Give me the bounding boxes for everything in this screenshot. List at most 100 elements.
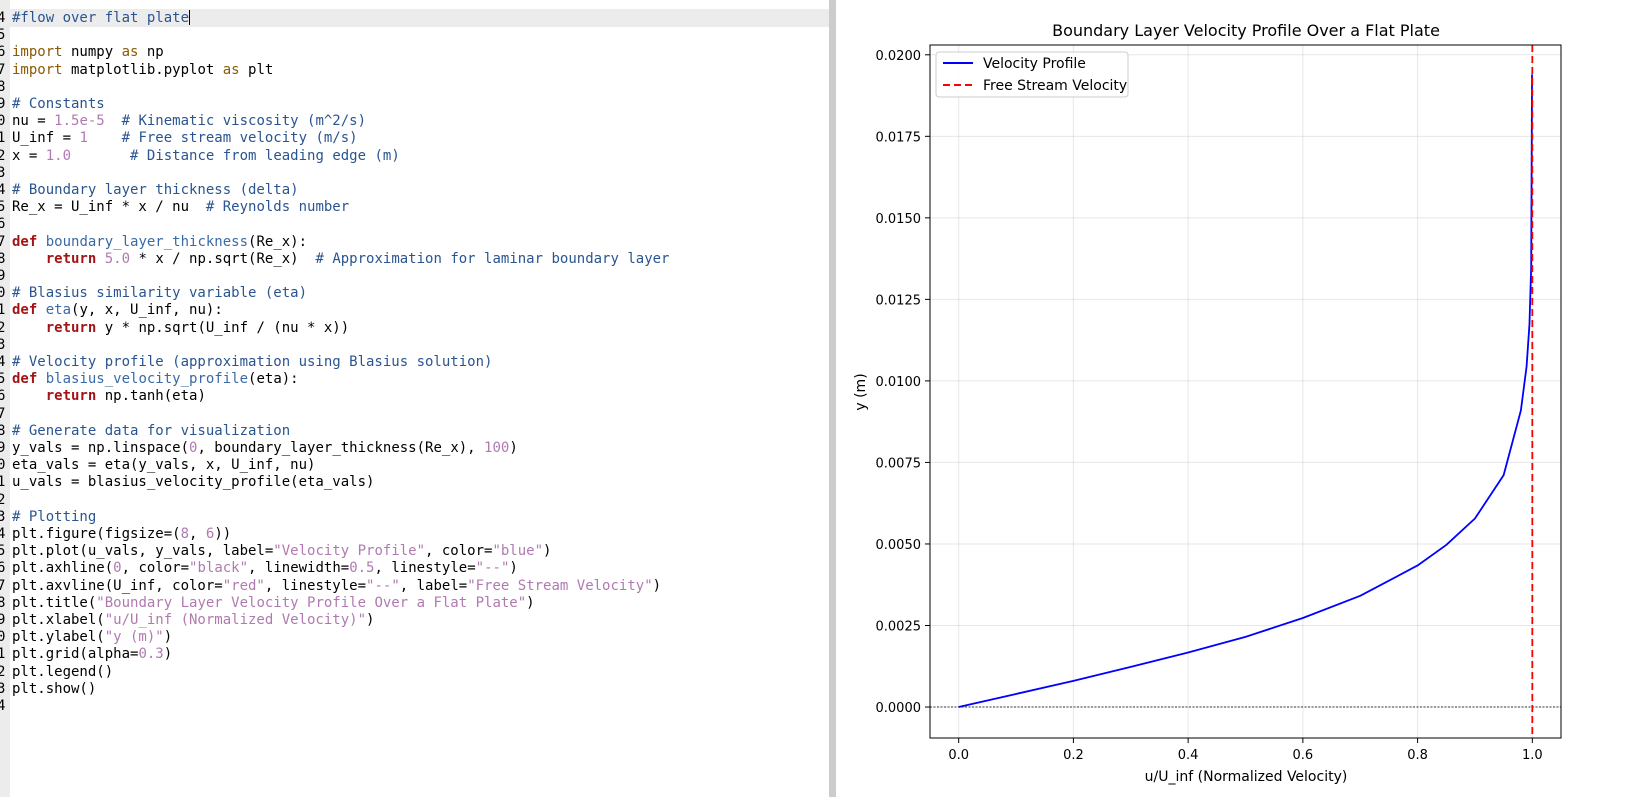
- code-line[interactable]: 7 def boundary_layer_thickness(Re_x):: [0, 233, 829, 251]
- code-token: #flow over flat plate: [12, 10, 190, 26]
- legend-label-velocity-profile: Velocity Profile: [983, 56, 1086, 72]
- line-number: 4: [0, 526, 6, 542]
- code-line[interactable]: 0 # Blasius similarity variable (eta): [0, 284, 829, 302]
- code-token: as: [121, 44, 139, 61]
- code-line[interactable]: 1 def eta(y, x, U_inf, nu):: [0, 301, 829, 319]
- code-token: y * np.sqrt(U_inf / (nu * x)): [96, 319, 350, 336]
- y-tick-label: 0.0075: [876, 456, 922, 471]
- line-number: 4: [0, 354, 6, 370]
- line-number: 0: [0, 629, 6, 646]
- code-line[interactable]: 8 return 5.0 * x / np.sqrt(Re_x) # Appro…: [0, 250, 829, 268]
- ticks: 0.0 0.2 0.4 0.6 0.8 1.0 0.0000 0.0025 0.0050 0.00…: [876, 49, 1543, 763]
- plot-pane: 0.0 0.2 0.4 0.6 0.8 1.0 0.0000 0.0025 0.0050 0.00…: [836, 0, 1647, 797]
- code-token: (Re_x):: [248, 233, 308, 250]
- code-token: , linestyle=: [374, 560, 476, 577]
- line-number: 6: [0, 560, 6, 577]
- code-line[interactable]: 2: [0, 491, 829, 509]
- code-line[interactable]: 7 import matplotlib.pyplot as plt: [0, 61, 829, 79]
- code-line[interactable]: 4 # Velocity profile (approximation using…: [0, 353, 829, 371]
- code-line[interactable]: 6 plt.axhline(0, color="black", linewidth…: [0, 559, 829, 577]
- code-line[interactable]: 5: [0, 26, 829, 44]
- code-line[interactable]: 7 plt.axvline(U_inf, color="red", linesty…: [0, 577, 829, 595]
- code-token: , linewidth=: [248, 560, 350, 577]
- code-token: plt.xlabel(: [12, 612, 105, 628]
- code-line[interactable]: 2 return y * np.sqrt(U_inf / (nu * x)): [0, 319, 829, 337]
- line-number: 9: [0, 268, 6, 284]
- code-line[interactable]: 8 plt.title("Boundary Layer Velocity Prof…: [0, 594, 829, 612]
- code-line[interactable]: 5 def blasius_velocity_profile(eta):: [0, 370, 829, 388]
- code-line[interactable]: 4 # Boundary layer thickness (delta): [0, 181, 829, 199]
- code-line[interactable]: 4: [0, 697, 829, 715]
- code-token: "--": [475, 560, 510, 577]
- code-line[interactable]: 4 plt.figure(figsize=(8, 6)): [0, 525, 829, 543]
- line-number: 4: [0, 10, 6, 26]
- code-token: def: [12, 233, 38, 250]
- code-token: "blue": [492, 543, 544, 560]
- code-line[interactable]: 6 import numpy as np: [0, 43, 829, 61]
- code-line[interactable]: 6: [0, 215, 829, 233]
- code-text: plt.plot(u_vals, y_vals, label="Velocity…: [12, 542, 551, 560]
- code-text: # Plotting: [12, 508, 96, 526]
- code-token: ): [526, 594, 535, 611]
- code-token: "u/U_inf (Normalized Velocity)": [104, 612, 367, 628]
- code-line[interactable]: 6 return np.tanh(eta): [0, 387, 829, 405]
- code-token: 8: [180, 526, 190, 542]
- code-token: "Velocity Profile": [273, 543, 426, 560]
- code-token: 1: [79, 130, 88, 147]
- code-text: def blasius_velocity_profile(eta):: [12, 370, 299, 388]
- line-number: 0: [0, 457, 6, 474]
- code-line[interactable]: 9: [0, 267, 829, 285]
- code-editor[interactable]: 4 #flow over flat plate 5 6 import numpy as …: [0, 0, 829, 797]
- line-number: 2: [0, 319, 6, 336]
- code-line[interactable]: 9 y_vals = np.linspace(0, boundary_layer_…: [0, 439, 829, 457]
- code-text: #flow over flat plate: [12, 9, 191, 27]
- code-line[interactable]: 0 eta_vals = eta(y_vals, x, U_inf, nu): [0, 456, 829, 474]
- code-line[interactable]: 1 u_vals = blasius_velocity_profile(eta_v…: [0, 473, 829, 491]
- code-token: "--": [366, 577, 400, 594]
- code-token: 0: [189, 440, 198, 456]
- code-token: [12, 251, 46, 267]
- code-line[interactable]: 0 plt.ylabel("y (m)"): [0, 628, 829, 646]
- line-number: 1: [0, 130, 6, 147]
- code-line[interactable]: 2 x = 1.0 # Distance from leading edge (m…: [0, 147, 829, 165]
- code-line[interactable]: 5 plt.plot(u_vals, y_vals, label="Velocit…: [0, 542, 829, 560]
- code-line[interactable]: 0 nu = 1.5e-5 # Kinematic viscosity (m^2/…: [0, 112, 829, 130]
- code-token: y_vals = np.linspace(: [12, 440, 190, 456]
- code-token: u_vals = blasius_velocity_profile(eta_va…: [12, 474, 375, 491]
- code-token: [37, 302, 45, 318]
- code-line[interactable]: 3 # Plotting: [0, 508, 829, 526]
- code-line[interactable]: 5 Re_x = U_inf * x / nu # Reynolds number: [0, 198, 829, 216]
- code-text: u_vals = blasius_velocity_profile(eta_va…: [12, 473, 374, 491]
- code-line[interactable]: 1 U_inf = 1 # Free stream velocity (m/s): [0, 129, 829, 147]
- code-line[interactable]: 1 plt.grid(alpha=0.3): [0, 645, 829, 663]
- legend-box: [935, 51, 1129, 98]
- code-line[interactable]: 9 # Constants: [0, 95, 829, 113]
- code-token: # Kinematic viscosity (m^2/s): [121, 113, 367, 130]
- code-token: ): [509, 560, 518, 577]
- line-number: 3: [0, 164, 6, 181]
- code-line[interactable]: 2 plt.legend(): [0, 663, 829, 681]
- code-token: , color=: [425, 543, 493, 560]
- y-axis-label: y (m): [853, 373, 869, 410]
- line-number: 2: [0, 147, 6, 164]
- code-line[interactable]: 3: [0, 164, 829, 182]
- code-line[interactable]: 8: [0, 78, 829, 96]
- line-number: 5: [0, 199, 6, 216]
- code-token: # Velocity profile (approximation using …: [12, 354, 493, 370]
- code-line[interactable]: 9 plt.xlabel("u/U_inf (Normalized Velocit…: [0, 611, 829, 629]
- pane-splitter[interactable]: [829, 0, 836, 797]
- code-line[interactable]: 3: [0, 336, 829, 354]
- code-text: plt.xlabel("u/U_inf (Normalized Velocity…: [12, 611, 374, 629]
- line-number: 8: [0, 250, 6, 267]
- legend-label-free-stream: Free Stream Velocity: [983, 78, 1127, 94]
- line-number: 0: [0, 113, 6, 130]
- legend: Velocity Profile Free Stream Velocity: [935, 51, 1129, 98]
- code-line[interactable]: 8 # Generate data for visualization: [0, 422, 829, 440]
- code-text: Re_x = U_inf * x / nu # Reynolds number: [12, 198, 349, 216]
- code-token: [12, 320, 46, 336]
- code-line[interactable]: 7: [0, 405, 829, 423]
- code-text: plt.show(): [12, 680, 96, 698]
- code-line[interactable]: 3 plt.show(): [0, 680, 829, 698]
- code-line[interactable]: 4 #flow over flat plate: [0, 9, 829, 27]
- x-tick-label: 0.2: [1063, 748, 1084, 763]
